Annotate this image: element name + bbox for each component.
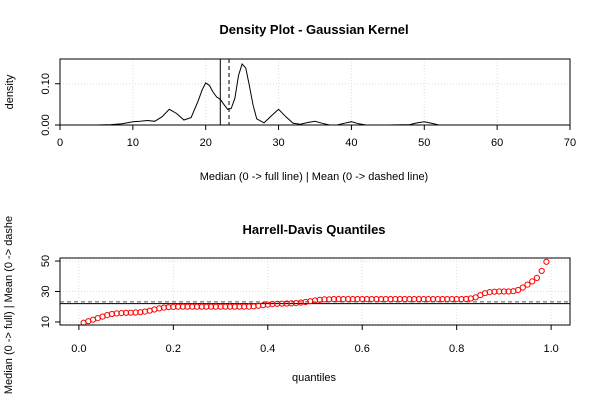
quantile-point <box>378 296 385 303</box>
quantiles-x-tick-label: 0.4 <box>260 343 275 355</box>
density-grid <box>59 59 571 126</box>
quantiles-y-tick-label: 50 <box>40 255 52 267</box>
quantile-point <box>453 296 460 303</box>
density-x-label: Median (0 -> full line) | Mean (0 -> das… <box>200 171 428 183</box>
quantiles-x-tick-label: 0.2 <box>166 343 181 355</box>
density-x-tick-label: 20 <box>200 137 212 149</box>
quantile-point <box>359 296 366 303</box>
density-y-label: density <box>4 74 16 109</box>
quantiles-panel: Harrell-Davis Quantiles 0.0 0.2 0.4 0.6 0.8 1… <box>3 216 571 394</box>
quantile-point <box>401 296 408 303</box>
quantiles-y-label: Median (0 -> full) | Mean (0 -> dashe <box>3 216 15 394</box>
density-x-axis: 0 10 20 30 40 50 60 70 <box>57 124 576 149</box>
density-panel: Density Plot - Gaussian Kernel 0 10 20 30 40… <box>4 22 576 183</box>
quantile-point <box>533 274 541 281</box>
quantile-point <box>529 278 536 285</box>
density-x-tick-label: 60 <box>491 137 503 149</box>
density-y-axis: 0.00 0.10 <box>40 73 60 136</box>
quantile-point <box>411 296 418 303</box>
density-curve <box>78 63 552 126</box>
density-plot-frame <box>59 58 571 126</box>
quantile-point <box>519 284 526 291</box>
quantiles-x-label: quantiles <box>292 372 337 384</box>
quantiles-y-axis: 10 30 50 <box>40 255 60 328</box>
quantiles-x-tick-label: 1.0 <box>543 343 558 355</box>
quantile-point <box>538 267 545 274</box>
density-x-tick-label: 70 <box>564 137 576 149</box>
quantile-point <box>444 296 451 303</box>
quantiles-title: Harrell-Davis Quantiles <box>242 222 385 237</box>
quantile-point <box>420 296 427 303</box>
quantiles-x-tick-label: 0.8 <box>449 343 464 355</box>
quantiles-x-tick-label: 0.0 <box>71 343 86 355</box>
quantile-point <box>515 286 522 294</box>
quantile-point <box>368 296 375 303</box>
density-x-tick-label: 0 <box>57 137 63 149</box>
density-y-tick-label: 0.00 <box>40 114 52 135</box>
quantiles-points <box>80 258 550 326</box>
quantiles-x-axis: 0.0 0.2 0.4 0.6 0.8 1.0 <box>71 324 559 355</box>
density-x-tick-label: 50 <box>418 137 430 149</box>
quantile-point <box>335 296 342 303</box>
density-title: Density Plot - Gaussian Kernel <box>219 22 408 37</box>
quantile-point <box>524 281 531 288</box>
quantiles-y-tick-label: 10 <box>40 316 52 328</box>
quantile-point <box>543 258 550 265</box>
quantile-point <box>345 296 352 303</box>
density-x-tick-label: 10 <box>127 137 139 149</box>
quantile-point <box>430 296 437 303</box>
quantiles-x-tick-label: 0.6 <box>355 343 370 355</box>
quantiles-grid <box>60 258 570 325</box>
quantiles-y-tick-label: 30 <box>40 285 52 297</box>
density-x-tick-label: 40 <box>345 137 357 149</box>
quantile-point <box>496 288 503 295</box>
density-x-tick-label: 30 <box>272 137 284 149</box>
density-y-tick-label: 0.10 <box>40 73 52 94</box>
quantile-point <box>387 296 394 303</box>
